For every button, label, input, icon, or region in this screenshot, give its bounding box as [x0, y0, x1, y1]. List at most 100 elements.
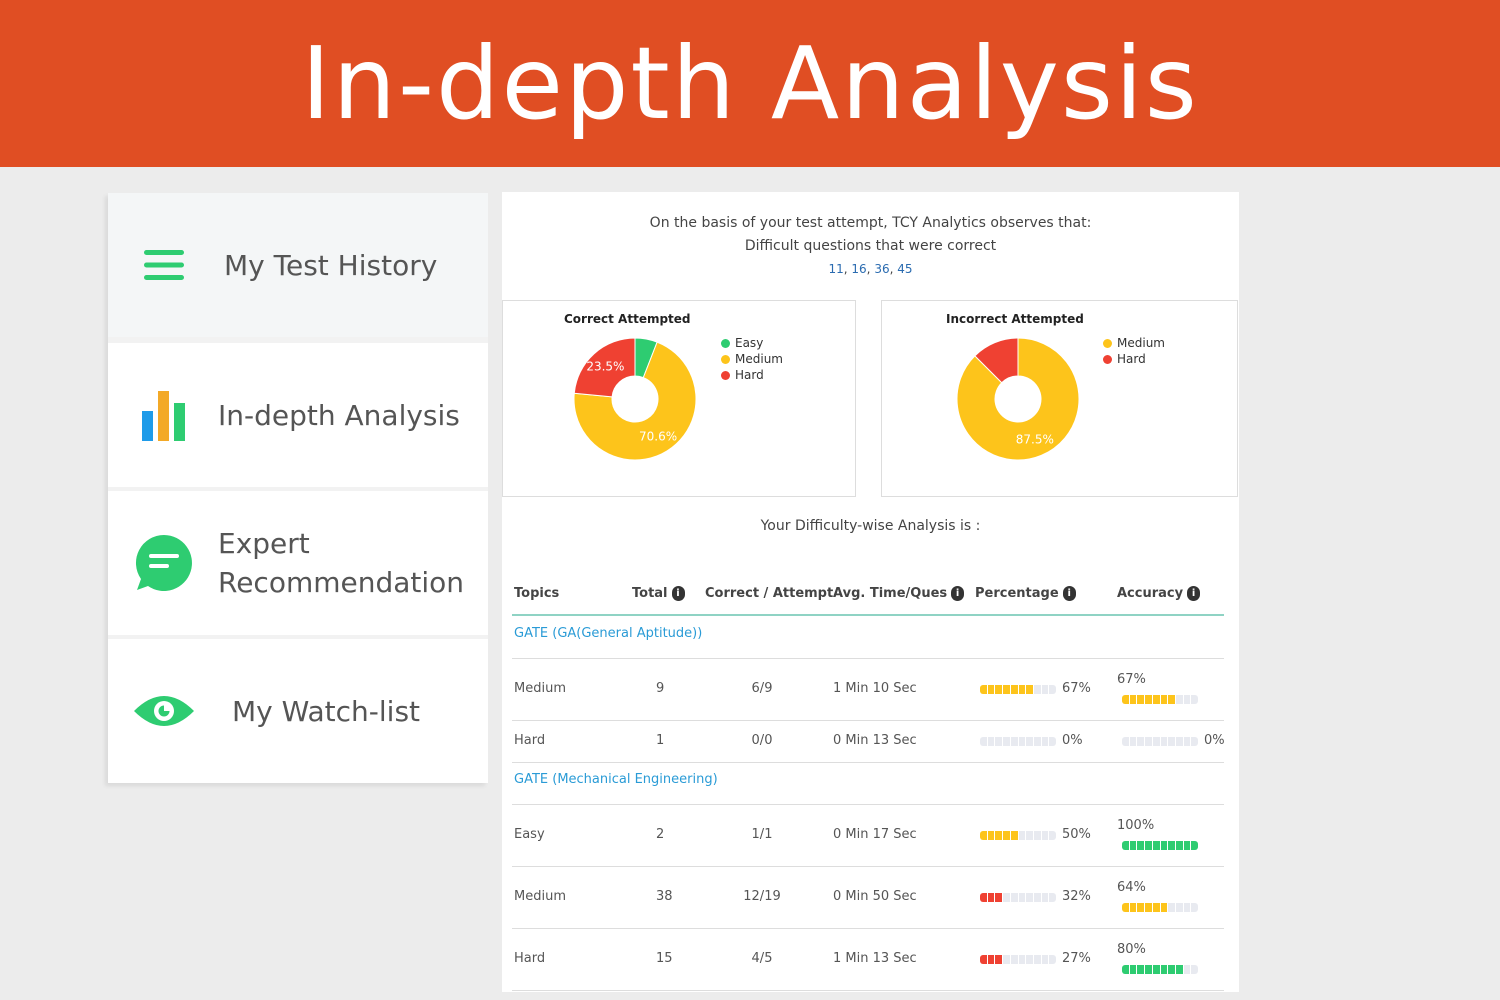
- question-link[interactable]: 36: [874, 262, 890, 276]
- legend-item-medium[interactable]: Medium: [721, 351, 783, 367]
- info-icon[interactable]: i: [951, 586, 965, 601]
- progress-segment: [1049, 893, 1057, 902]
- progress-segment: [1010, 737, 1018, 746]
- slice-hard[interactable]: [573, 337, 636, 398]
- observation-intro: On the basis of your test attempt, TCY A…: [649, 215, 1092, 231]
- progress-segment: [995, 893, 1003, 902]
- correct-attempt-cell: 6/9: [751, 681, 773, 696]
- avg-time-cell: 0 Min 17 Sec: [833, 827, 917, 842]
- info-icon[interactable]: i: [1187, 586, 1201, 601]
- progress-segment: [1175, 737, 1183, 746]
- progress-segment: [1160, 841, 1168, 850]
- progress-segment: [1010, 685, 1018, 694]
- sidebar-item-test-history[interactable]: My Test History: [108, 193, 488, 337]
- progress-segment: [1003, 685, 1010, 694]
- header-underline: [512, 614, 1224, 616]
- progress-segment: [995, 737, 1003, 746]
- legend-label: Medium: [1117, 336, 1165, 350]
- progress-segment: [1145, 737, 1152, 746]
- sidebar: My Test History In-depth Analysis Expert…: [108, 193, 488, 783]
- topic-cell: Medium: [514, 681, 566, 696]
- progress-segment: [1152, 965, 1160, 974]
- progress-segment: [987, 831, 995, 840]
- progress-bar: [980, 955, 1057, 964]
- info-icon[interactable]: i: [1062, 586, 1076, 601]
- slice-hard[interactable]: [974, 337, 1019, 384]
- question-link[interactable]: 11: [828, 262, 844, 276]
- legend-dot-icon: [1103, 338, 1112, 348]
- progress-segment: [1145, 903, 1152, 912]
- bar-chart-icon: [132, 383, 196, 447]
- topic-group-link[interactable]: GATE (Mechanical Engineering): [514, 772, 718, 787]
- progress-segment: [1175, 695, 1183, 704]
- progress-segment: [1122, 965, 1129, 974]
- progress-segment: [1168, 841, 1175, 850]
- progress-segment: [1129, 695, 1137, 704]
- question-link[interactable]: 16: [851, 262, 867, 276]
- progress-segment: [1049, 685, 1057, 694]
- avg-time-cell: 1 Min 13 Sec: [833, 951, 917, 966]
- progress-segment: [1041, 893, 1049, 902]
- correct-attempted-card: Correct Attempted 70.6% 23.5% Easy Medium H…: [502, 300, 856, 497]
- progress-segment: [1183, 903, 1191, 912]
- accuracy-cell: 80%: [1117, 942, 1146, 957]
- progress-segment: [980, 955, 987, 964]
- topic-cell: Hard: [514, 733, 546, 748]
- correct-attempt-cell: 0/0: [751, 733, 773, 748]
- progress-segment: [1152, 903, 1160, 912]
- legend-item-medium[interactable]: Medium: [1103, 335, 1165, 351]
- header-total: Total i: [632, 586, 685, 601]
- slice-medium[interactable]: [573, 341, 697, 461]
- sidebar-item-watch-list[interactable]: My Watch-list: [108, 639, 488, 783]
- chart-title: Incorrect Attempted: [946, 312, 1084, 326]
- topic-group-link[interactable]: GATE (GA(General Aptitude)): [514, 626, 703, 641]
- row-divider: [512, 990, 1224, 991]
- question-links: 11, 16, 36, 45: [502, 258, 1239, 281]
- link-separator: ,: [866, 262, 875, 276]
- progress-segment: [1041, 737, 1049, 746]
- topic-cell: Medium: [514, 889, 566, 904]
- progress-segment: [1183, 695, 1191, 704]
- progress-segment: [987, 893, 995, 902]
- progress-segment: [1026, 685, 1033, 694]
- legend-item-hard[interactable]: Hard: [721, 367, 783, 383]
- info-icon[interactable]: i: [671, 586, 685, 601]
- accuracy-cell: 0%: [1204, 733, 1225, 748]
- question-link[interactable]: 45: [897, 262, 913, 276]
- progress-segment: [1122, 903, 1129, 912]
- chart-legend: Medium Hard: [1103, 335, 1165, 367]
- legend-item-hard[interactable]: Hard: [1103, 351, 1165, 367]
- progress-segment: [1160, 695, 1168, 704]
- progress-segment: [1137, 903, 1145, 912]
- avg-time-cell: 0 Min 50 Sec: [833, 889, 917, 904]
- legend-dot-icon: [721, 338, 730, 348]
- sidebar-item-label: My Test History: [224, 248, 438, 282]
- progress-segment: [1033, 737, 1041, 746]
- progress-segment: [1033, 831, 1041, 840]
- progress-bar: [1122, 965, 1199, 974]
- progress-segment: [1026, 737, 1033, 746]
- sidebar-item-expert-recommendation[interactable]: Expert Recommendation: [108, 491, 488, 635]
- progress-segment: [1041, 831, 1049, 840]
- row-divider: [512, 866, 1224, 867]
- progress-segment: [1018, 831, 1026, 840]
- accuracy-cell: 100%: [1117, 818, 1155, 833]
- slice-medium[interactable]: [956, 337, 1080, 461]
- progress-segment: [1129, 841, 1137, 850]
- progress-segment: [1168, 903, 1175, 912]
- progress-segment: [1175, 903, 1183, 912]
- progress-segment: [995, 955, 1003, 964]
- percentage-cell: 0%: [1062, 733, 1083, 748]
- progress-segment: [1018, 893, 1026, 902]
- header-correct-attempt: Correct / Attempt: [705, 586, 834, 601]
- progress-segment: [1049, 955, 1057, 964]
- progress-segment: [987, 955, 995, 964]
- topic-cell: Hard: [514, 951, 546, 966]
- analysis-panel: On the basis of your test attempt, TCY A…: [502, 192, 1239, 992]
- legend-item-easy[interactable]: Easy: [721, 335, 783, 351]
- sidebar-item-in-depth-analysis[interactable]: In-depth Analysis: [108, 343, 488, 487]
- banner-title: In-depth Analysis: [301, 24, 1199, 142]
- progress-segment: [995, 685, 1003, 694]
- progress-segment: [1026, 831, 1033, 840]
- progress-segment: [1152, 695, 1160, 704]
